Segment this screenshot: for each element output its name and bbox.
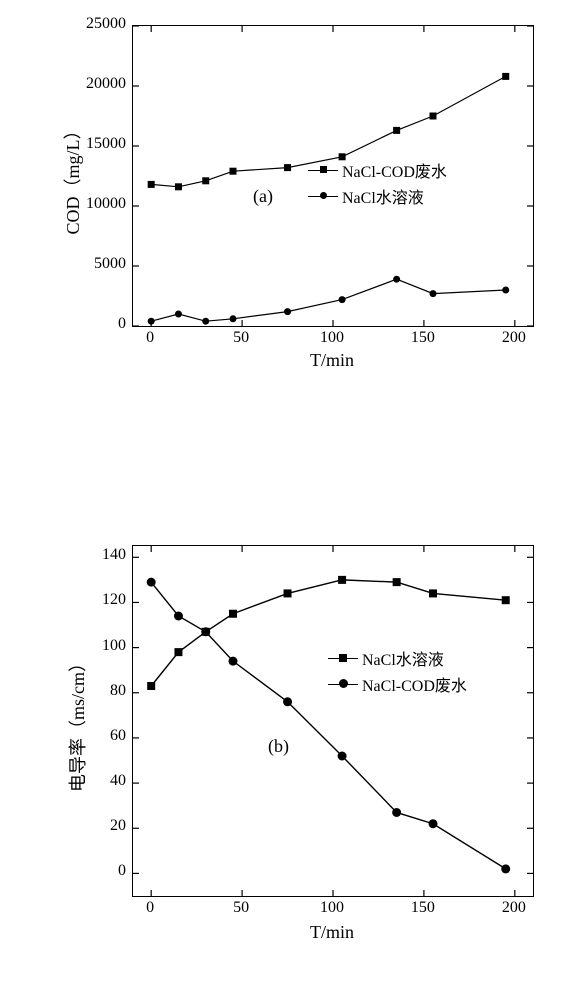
y-tick-label: 40 — [56, 772, 126, 790]
x-tick-label: 150 — [398, 899, 448, 917]
y-tick-label: 10000 — [56, 195, 126, 213]
chart-b-container: (b) NaCl水溶液 NaCl-COD废水 电导率（ms/cm） T/min … — [32, 530, 552, 960]
y-tick-label: 5000 — [56, 255, 126, 273]
x-tick-label: 100 — [307, 329, 357, 347]
x-tick-label: 200 — [489, 899, 539, 917]
legend-row: NaCl水溶液 — [308, 184, 447, 208]
x-tick-label: 100 — [307, 899, 357, 917]
y-tick-label: 80 — [56, 682, 126, 700]
legend-line-icon — [308, 170, 338, 171]
x-tick-label: 50 — [216, 899, 266, 917]
x-tick-label: 50 — [216, 329, 266, 347]
y-tick-label: 0 — [56, 315, 126, 333]
y-tick-label: 25000 — [56, 15, 126, 33]
chart-b-legend: NaCl水溶液 NaCl-COD废水 — [328, 646, 467, 698]
chart-a-panel-label: (a) — [253, 186, 273, 207]
legend-line-icon — [308, 196, 338, 197]
chart-a-legend: NaCl-COD废水 NaCl水溶液 — [308, 158, 447, 210]
legend-label: NaCl-COD废水 — [362, 672, 467, 696]
x-tick-label: 150 — [398, 329, 448, 347]
legend-row: NaCl水溶液 — [328, 646, 467, 670]
legend-row: NaCl-COD废水 — [328, 672, 467, 696]
chart-a-plot-area: (a) NaCl-COD废水 NaCl水溶液 — [132, 25, 534, 327]
y-tick-label: 60 — [56, 727, 126, 745]
y-tick-label: 20000 — [56, 75, 126, 93]
legend-line-icon — [328, 658, 358, 659]
x-tick-label: 200 — [489, 329, 539, 347]
chart-b-svg — [133, 546, 533, 896]
y-tick-label: 100 — [56, 637, 126, 655]
x-tick-label: 0 — [125, 329, 175, 347]
chart-b-xlabel: T/min — [132, 922, 532, 943]
y-tick-label: 140 — [56, 546, 126, 564]
chart-a-container: (a) NaCl-COD废水 NaCl水溶液 COD（mg/L） T/min 0… — [32, 10, 552, 390]
y-tick-label: 20 — [56, 817, 126, 835]
legend-row: NaCl-COD废水 — [308, 158, 447, 182]
y-tick-label: 15000 — [56, 135, 126, 153]
legend-label: NaCl-COD废水 — [342, 158, 447, 182]
legend-label: NaCl水溶液 — [362, 646, 444, 670]
x-tick-label: 0 — [125, 899, 175, 917]
legend-label: NaCl水溶液 — [342, 184, 424, 208]
y-tick-label: 120 — [56, 591, 126, 609]
y-tick-label: 0 — [56, 862, 126, 880]
chart-a-xlabel: T/min — [132, 350, 532, 371]
legend-line-icon — [328, 684, 358, 685]
chart-b-plot-area: (b) NaCl水溶液 NaCl-COD废水 — [132, 545, 534, 897]
chart-a-ylabel: COD（mg/L） — [59, 98, 85, 258]
chart-b-panel-label: (b) — [268, 736, 289, 757]
